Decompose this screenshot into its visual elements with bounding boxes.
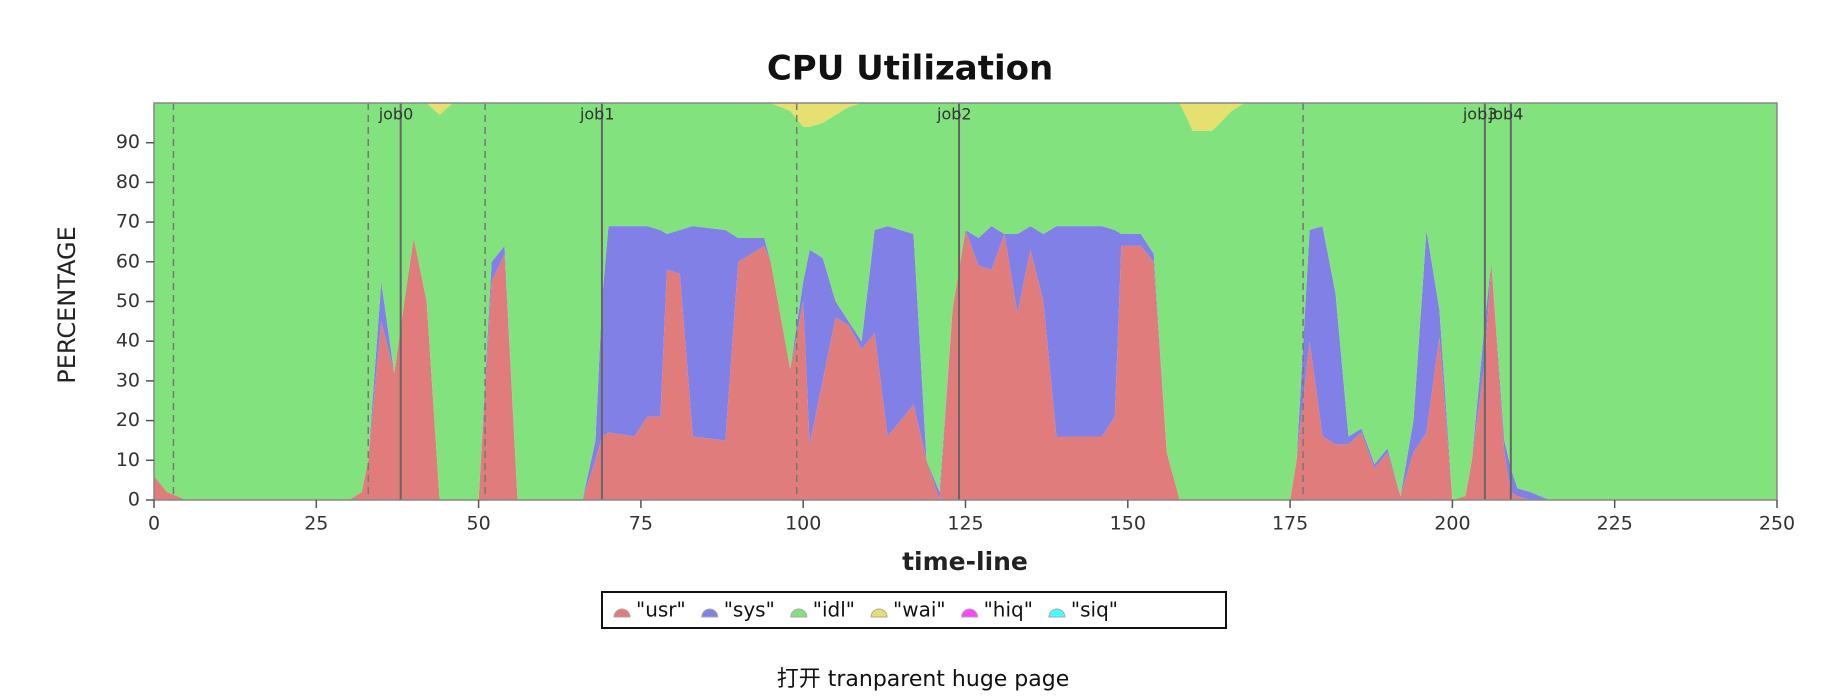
- x-axis-label: time-line: [902, 547, 1028, 576]
- y-tick-label: 20: [116, 409, 140, 431]
- legend-marker: [790, 608, 808, 618]
- legend-label: "sys": [724, 598, 775, 622]
- legend-marker: [870, 608, 888, 618]
- y-tick-label: 70: [116, 211, 140, 233]
- legend-marker: [1048, 608, 1066, 618]
- legend-label: "hiq": [984, 598, 1033, 622]
- x-tick-label: 200: [1434, 513, 1470, 535]
- y-tick-label: 60: [116, 250, 140, 272]
- y-tick-label: 30: [116, 369, 140, 391]
- y-tick-label: 40: [116, 330, 140, 352]
- x-tick-label: 100: [785, 513, 821, 535]
- legend-marker: [701, 608, 719, 618]
- x-tick-label: 125: [947, 513, 983, 535]
- legend-marker: [613, 608, 631, 618]
- x-tick-label: 75: [629, 513, 653, 535]
- legend-label: "siq": [1071, 598, 1118, 622]
- y-axis-label: PERCENTAGE: [53, 226, 81, 384]
- caption: 打开 tranparent huge page: [777, 667, 1070, 692]
- x-tick-label: 175: [1272, 513, 1308, 535]
- area: [154, 103, 1777, 500]
- area: [154, 230, 1777, 501]
- annotation: job4: [1488, 105, 1524, 124]
- y-tick-label: 90: [116, 131, 140, 153]
- y-tick-label: 80: [116, 171, 140, 193]
- legend-label: "idl": [813, 598, 855, 622]
- annotation: job2: [936, 105, 972, 124]
- y-tick-label: 10: [116, 449, 140, 471]
- x-tick-label: 0: [148, 513, 160, 535]
- x-tick-label: 250: [1759, 513, 1795, 535]
- x-tick-label: 25: [304, 513, 328, 535]
- legend-marker: [961, 608, 979, 618]
- annotation: job3: [1462, 105, 1498, 124]
- y-tick-label: 50: [116, 290, 140, 312]
- legend-label: "wai": [893, 598, 946, 622]
- chart-title: CPU Utilization: [767, 49, 1053, 89]
- annotation: job0: [378, 105, 414, 124]
- x-tick-label: 150: [1110, 513, 1146, 535]
- x-tick-label: 225: [1597, 513, 1633, 535]
- legend-label: "usr": [636, 598, 686, 622]
- annotation: job1: [579, 105, 615, 124]
- y-tick-label: 0: [128, 489, 140, 511]
- x-tick-label: 50: [467, 513, 491, 535]
